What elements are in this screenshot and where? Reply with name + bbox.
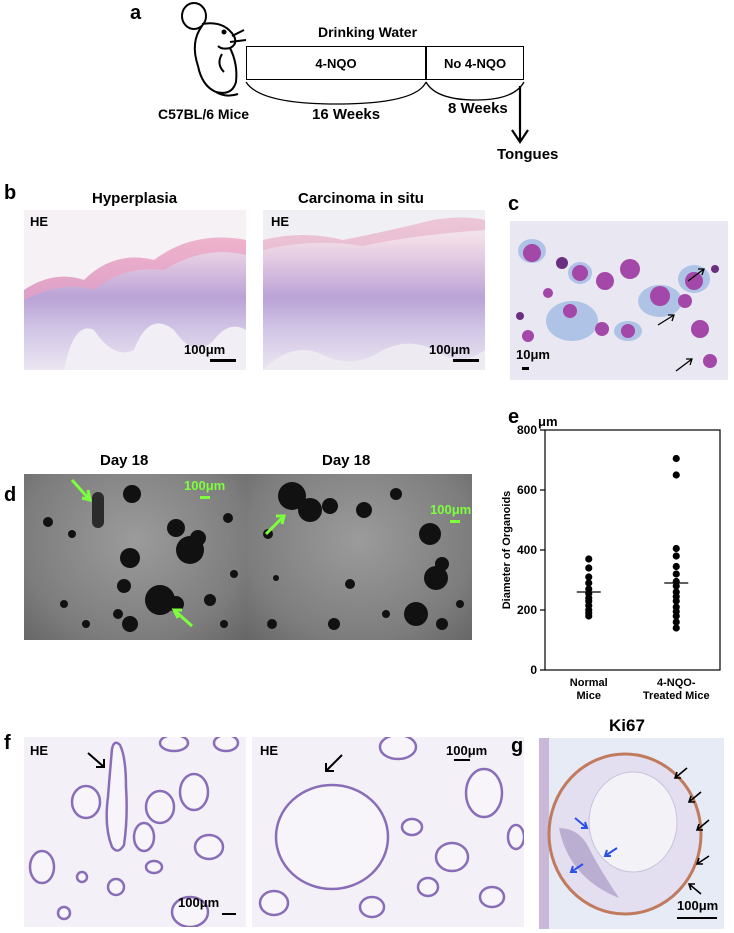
scale-bar bbox=[454, 759, 470, 761]
scale-label: 100μm bbox=[178, 895, 220, 910]
treatment-box: 4-NQO bbox=[246, 46, 426, 80]
carcinoma-image: HE 100μm bbox=[263, 210, 485, 370]
plot-frame bbox=[544, 429, 721, 671]
data-point bbox=[585, 612, 593, 620]
x-category-label: Mice bbox=[577, 690, 601, 702]
scale-label: 100μm bbox=[184, 342, 226, 357]
drinking-water-label: Drinking Water bbox=[318, 24, 418, 40]
no-treatment-label: No 4-NQO bbox=[443, 55, 507, 71]
stain-he-label: HE bbox=[30, 214, 49, 229]
scale-bar bbox=[210, 359, 236, 362]
data-point bbox=[672, 612, 680, 620]
data-point bbox=[585, 573, 593, 581]
organoid-image-left: 100μm bbox=[24, 474, 246, 640]
panel-f-label: f bbox=[4, 732, 11, 754]
scale-bar bbox=[450, 520, 460, 523]
he-organoid-image-right: HE 100μm bbox=[252, 737, 524, 927]
y-tick-label: 800 bbox=[517, 423, 537, 437]
panel-e-label: e bbox=[508, 406, 520, 428]
hyperplasia-title: Hyperplasia bbox=[92, 190, 178, 207]
panel-b-label: b bbox=[4, 182, 17, 204]
y-axis-label: Diameter of Organoids bbox=[501, 491, 513, 610]
organoid-image-right: 100μm bbox=[246, 474, 472, 640]
data-point bbox=[585, 579, 593, 587]
scale-bar bbox=[522, 367, 529, 370]
scale-label: 100μm bbox=[430, 502, 472, 517]
scale-bar bbox=[453, 359, 479, 362]
panel-c-label: c bbox=[508, 193, 520, 215]
data-point bbox=[672, 624, 680, 632]
data-point bbox=[585, 564, 593, 572]
y-unit-label: μm bbox=[538, 414, 558, 429]
he-organoid-image-left: HE 100μm bbox=[24, 737, 246, 927]
no-treatment-box: No 4-NQO bbox=[426, 46, 524, 80]
day-18-left-title: Day 18 bbox=[100, 452, 149, 469]
data-point bbox=[672, 471, 680, 479]
scale-label: 100μm bbox=[184, 478, 226, 493]
y-tick-label: 200 bbox=[517, 603, 537, 617]
cytology-image: 10μm bbox=[510, 221, 728, 380]
scale-bar bbox=[677, 917, 717, 919]
ki67-title: Ki67 bbox=[609, 716, 645, 735]
stain-he-label: HE bbox=[271, 214, 290, 229]
data-point bbox=[672, 454, 680, 463]
timeline-brackets bbox=[245, 81, 529, 144]
scale-label: 100μm bbox=[677, 898, 719, 913]
data-point bbox=[672, 552, 680, 560]
data-point bbox=[672, 562, 680, 571]
scale-bar bbox=[200, 496, 210, 499]
scale-label: 100μm bbox=[429, 342, 471, 357]
tongues-label: Tongues bbox=[497, 146, 559, 163]
panel-g-label: g bbox=[511, 735, 524, 757]
data-point bbox=[672, 618, 680, 626]
ki67-image: 100μm bbox=[539, 738, 724, 929]
scale-label: 10μm bbox=[516, 347, 550, 362]
organoid-diameter-chart: 0 200 400 600 800 Diameter of Organoids Normal… bbox=[501, 423, 721, 702]
weeks-8-label: 8 Weeks bbox=[448, 100, 508, 117]
stain-he-label: HE bbox=[30, 743, 49, 758]
treatment-label: 4-NQO bbox=[315, 55, 357, 71]
stain-he-label: HE bbox=[260, 743, 279, 758]
data-point bbox=[672, 582, 680, 590]
x-category-label: 4-NQO- bbox=[657, 677, 696, 689]
data-point bbox=[672, 597, 680, 605]
data-point bbox=[672, 544, 680, 553]
data-point bbox=[585, 555, 593, 563]
weeks-16-label: 16 Weeks bbox=[312, 106, 381, 123]
carcinoma-title: Carcinoma in situ bbox=[298, 190, 424, 207]
data-point bbox=[672, 570, 680, 578]
mice-label: C57BL/6 Mice bbox=[158, 106, 250, 122]
y-tick-label: 600 bbox=[517, 483, 537, 497]
hyperplasia-image: HE 100μm bbox=[24, 210, 246, 370]
mouse-icon bbox=[181, 2, 247, 97]
panel-a-label: a bbox=[130, 2, 142, 24]
panel-d-label: d bbox=[4, 484, 17, 506]
x-category-label: Treated Mice bbox=[643, 690, 710, 702]
y-tick-label: 0 bbox=[530, 663, 537, 677]
day-18-right-title: Day 18 bbox=[322, 452, 371, 469]
scale-label: 100μm bbox=[446, 743, 488, 758]
x-category-label: Normal bbox=[570, 677, 608, 689]
scale-bar bbox=[222, 913, 236, 915]
y-tick-label: 400 bbox=[517, 543, 537, 557]
